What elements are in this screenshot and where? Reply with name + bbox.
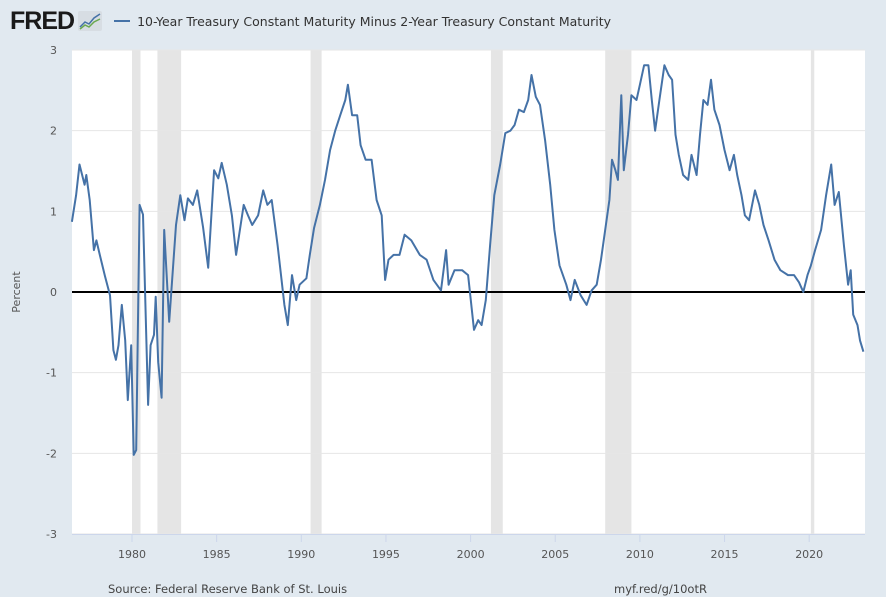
legend-swatch xyxy=(114,20,131,22)
chart-title: 10-Year Treasury Constant Maturity Minus… xyxy=(137,13,612,29)
x-axis-ticks: 1980 1985 1990 1995 2000 2005 2010 2015 2020 xyxy=(72,534,865,561)
short-link[interactable]: myf.red/g/10otR xyxy=(614,582,707,596)
x-tick-label: 1995 xyxy=(372,548,400,561)
chart-header: FRED 10-Year Treasury Constant Maturity … xyxy=(10,6,611,36)
x-tick-label: 2010 xyxy=(626,548,654,561)
y-tick-label: -1 xyxy=(46,367,57,380)
y-tick-label: -3 xyxy=(46,528,57,541)
x-tick-label: 2000 xyxy=(457,548,485,561)
x-tick-label: 2005 xyxy=(541,548,569,561)
x-tick-label: 2020 xyxy=(795,548,823,561)
y-tick-label: 0 xyxy=(50,286,57,299)
y-axis-ticks: 3 2 1 0 -1 -2 -3 xyxy=(46,44,57,541)
y-tick-label: 1 xyxy=(50,205,57,218)
source-note: Source: Federal Reserve Bank of St. Loui… xyxy=(108,582,348,596)
y-tick-label: -2 xyxy=(46,447,57,460)
y-tick-label: 2 xyxy=(50,125,57,138)
y-tick-label: 3 xyxy=(50,44,57,57)
fred-chart-icon xyxy=(78,11,103,31)
x-tick-label: 2015 xyxy=(711,548,739,561)
x-tick-label: 1985 xyxy=(203,548,231,561)
x-tick-label: 1980 xyxy=(118,548,146,561)
x-tick-label: 1990 xyxy=(287,548,315,561)
fred-logo[interactable]: FRED xyxy=(10,6,75,35)
series-line[interactable] xyxy=(70,64,865,456)
